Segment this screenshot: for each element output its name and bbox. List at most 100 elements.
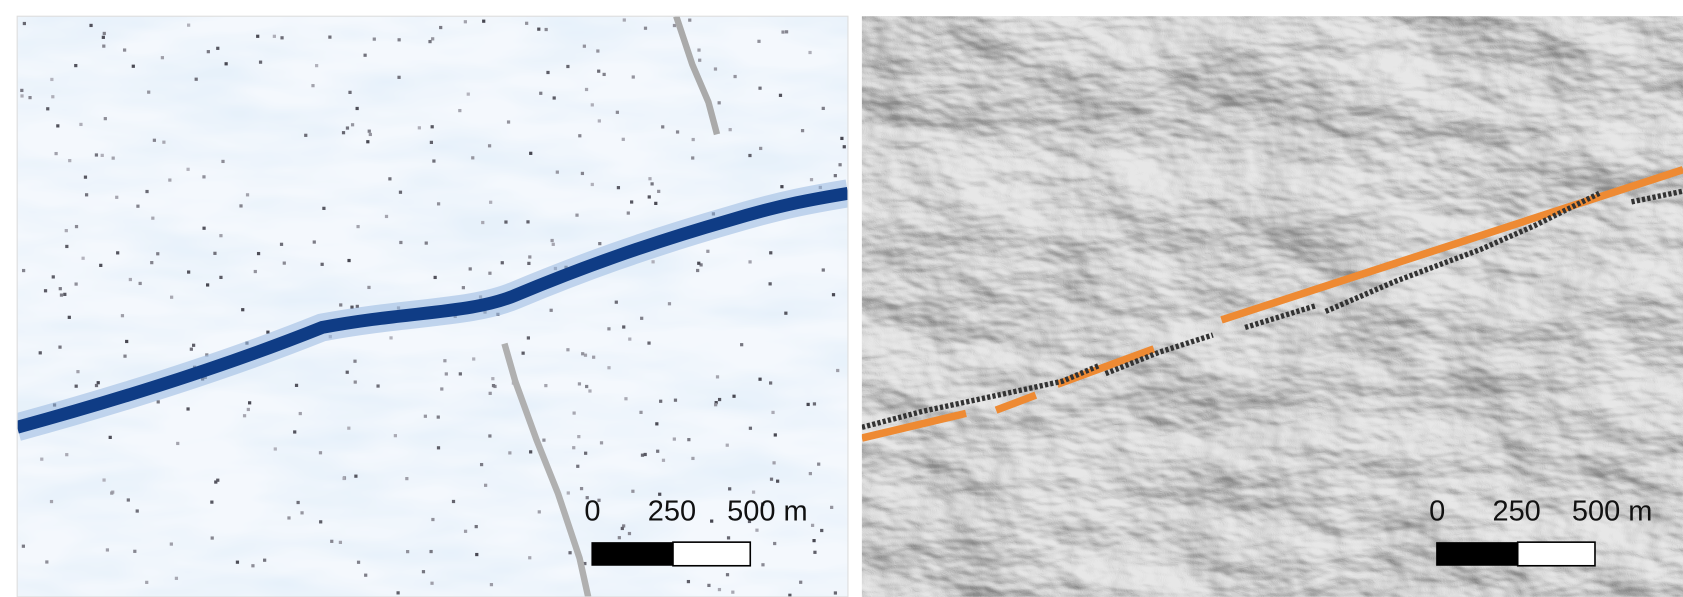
point: [263, 559, 266, 562]
point: [581, 352, 584, 355]
point: [328, 36, 331, 39]
point: [488, 272, 491, 275]
point: [657, 190, 660, 193]
point: [195, 78, 198, 81]
point: [389, 336, 392, 339]
point: [58, 346, 61, 349]
point: [430, 582, 433, 585]
point: [339, 541, 342, 544]
scale-label: 500 m: [727, 496, 808, 528]
point: [759, 147, 762, 150]
point: [622, 325, 625, 328]
point: [576, 465, 579, 468]
point: [432, 159, 435, 162]
point: [696, 269, 699, 272]
point: [639, 411, 642, 414]
point: [598, 242, 601, 245]
point: [776, 480, 779, 483]
point: [322, 207, 325, 210]
point: [219, 234, 222, 237]
point: [597, 70, 600, 73]
point: [596, 49, 599, 52]
point: [525, 22, 528, 25]
point: [136, 509, 139, 512]
point: [489, 392, 492, 395]
point: [207, 50, 210, 53]
point: [830, 506, 833, 509]
point: [396, 591, 399, 594]
point: [647, 341, 650, 344]
point: [339, 303, 342, 306]
point: [583, 45, 586, 48]
point: [732, 395, 735, 398]
point: [145, 581, 148, 584]
point: [808, 51, 811, 54]
point: [256, 35, 259, 38]
point: [115, 196, 118, 199]
point: [45, 560, 48, 563]
point: [585, 385, 588, 388]
point: [630, 200, 633, 203]
point: [488, 434, 491, 437]
point: [584, 354, 587, 357]
point: [311, 84, 314, 87]
point: [575, 214, 578, 217]
scale-bar-white: [1518, 542, 1595, 566]
point: [752, 491, 755, 494]
point: [467, 93, 470, 96]
point: [714, 403, 717, 406]
point: [716, 375, 719, 378]
point: [566, 65, 569, 68]
point: [481, 221, 484, 224]
point: [175, 577, 178, 580]
point: [527, 262, 530, 265]
point: [528, 556, 531, 559]
point: [65, 245, 68, 248]
point: [591, 183, 594, 186]
point: [170, 542, 173, 545]
point: [755, 529, 758, 532]
point: [376, 384, 379, 387]
point: [542, 439, 545, 442]
point: [733, 75, 736, 78]
point: [740, 343, 743, 346]
point: [241, 308, 244, 311]
scale-bar-black: [591, 542, 673, 566]
point: [834, 591, 837, 594]
point: [632, 75, 635, 78]
point: [809, 472, 812, 475]
point: [52, 275, 55, 278]
point: [76, 370, 79, 373]
point: [706, 250, 709, 253]
point: [834, 174, 837, 177]
point: [68, 159, 71, 162]
point: [773, 542, 776, 545]
point: [437, 446, 440, 449]
point: [668, 302, 671, 305]
point: [617, 186, 620, 189]
point: [23, 22, 26, 25]
point: [556, 171, 559, 174]
point: [688, 19, 691, 22]
point: [437, 202, 440, 205]
point: [578, 134, 581, 137]
point: [769, 381, 772, 384]
point: [748, 154, 751, 157]
point: [550, 309, 553, 312]
point: [707, 584, 710, 587]
point: [190, 348, 193, 351]
point: [492, 384, 495, 387]
point: [566, 348, 569, 351]
point: [248, 401, 251, 404]
point: [577, 435, 580, 438]
point: [132, 65, 135, 68]
point: [388, 177, 391, 180]
point: [464, 530, 467, 533]
point: [504, 220, 507, 223]
point: [628, 337, 631, 340]
point: [697, 48, 700, 51]
point: [239, 204, 242, 207]
point: [121, 314, 124, 317]
point: [674, 399, 677, 402]
point: [691, 457, 694, 460]
